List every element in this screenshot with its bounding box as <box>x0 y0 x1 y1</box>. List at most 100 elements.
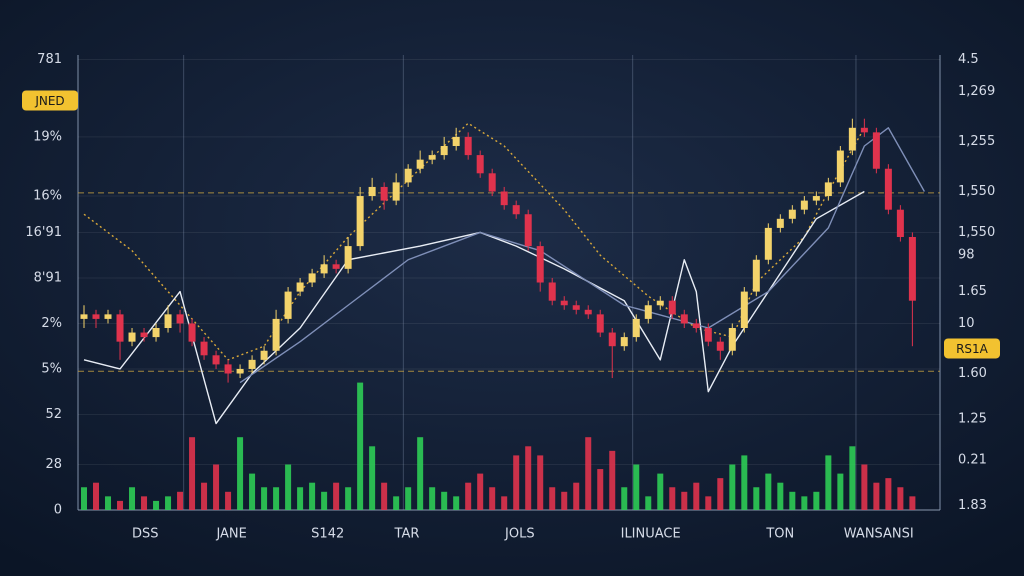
candle-body <box>728 328 736 351</box>
candle-body <box>116 314 124 342</box>
candle-body <box>692 323 700 328</box>
volume-bar <box>201 482 208 510</box>
volume-bar <box>189 437 196 510</box>
candle-body <box>392 182 400 201</box>
candle-body <box>716 341 724 351</box>
y2-tick-label: 1,550 <box>958 184 995 199</box>
volume-bar <box>441 491 448 510</box>
volume-bar <box>825 455 832 510</box>
candle-body <box>512 205 520 215</box>
y2-tick-label: 4.5 <box>958 52 979 67</box>
volume-bar <box>213 464 220 510</box>
candle-body <box>92 314 100 319</box>
candle-body <box>908 237 916 301</box>
volume-bar <box>381 482 388 510</box>
candle-body <box>416 159 424 169</box>
volume-bar <box>633 464 640 510</box>
volume-bar <box>777 482 784 510</box>
x-tick-label: DSS <box>132 527 159 542</box>
candle-body <box>500 191 508 206</box>
candle-body <box>536 246 544 283</box>
candle-body <box>200 341 208 356</box>
volume-bar <box>657 473 664 510</box>
y-tick-label: 781 <box>37 52 62 67</box>
candle-body <box>212 355 220 365</box>
y-tick-label: 28 <box>45 457 62 472</box>
volume-bar <box>225 491 232 510</box>
y2-tick-label: 10 <box>958 316 975 331</box>
volume-bar <box>741 455 748 510</box>
candle-body <box>800 200 808 210</box>
candle-body <box>428 155 436 160</box>
volume-bar <box>765 473 772 510</box>
volume-bar <box>645 496 652 510</box>
candle-body <box>188 323 196 342</box>
y2-tick-label: 1,255 <box>958 134 995 149</box>
price-tag <box>944 338 1000 359</box>
volume-bar <box>789 491 796 510</box>
y2-tick-label: 0.21 <box>958 452 987 467</box>
y2-tick-label: 1,550 <box>958 225 995 240</box>
y2-tick-label: 1.25 <box>958 412 987 427</box>
volume-bar <box>621 487 628 510</box>
volume-bar <box>909 496 916 510</box>
volume-bar <box>429 487 436 510</box>
volume-bar <box>465 482 472 510</box>
volume-bar <box>369 446 376 510</box>
candle-body <box>332 264 340 269</box>
candle-body <box>380 186 388 201</box>
volume-bar <box>729 464 736 510</box>
candle-body <box>560 300 568 306</box>
candle-body <box>260 350 268 360</box>
y2-tick-label: 1.60 <box>958 366 987 381</box>
candle-body <box>452 136 460 146</box>
x-tick-label: JANE <box>215 527 246 542</box>
candle-body <box>296 282 304 292</box>
volume-bar <box>669 487 676 510</box>
candle-body <box>284 291 292 319</box>
candle-body <box>740 291 748 328</box>
volume-bar <box>501 496 508 510</box>
volume-bar <box>513 455 520 510</box>
volume-bar <box>417 437 424 510</box>
volume-bar <box>705 496 712 510</box>
candle-body <box>584 309 592 315</box>
volume-bar <box>345 487 352 510</box>
volume-bar <box>297 487 304 510</box>
candle-body <box>176 314 184 324</box>
candle-body <box>464 136 472 156</box>
y2-tick-label: 1.65 <box>958 284 987 299</box>
volume-bar <box>321 491 328 510</box>
candle-body <box>644 305 652 319</box>
candle-body <box>476 155 484 174</box>
candle-body <box>824 182 832 197</box>
volume-bar <box>153 500 160 510</box>
volume-bar <box>885 478 892 510</box>
y-tick-label: 0 <box>54 503 62 518</box>
candle-body <box>884 168 892 210</box>
volume-bar <box>117 500 124 510</box>
volume-bar <box>609 450 616 510</box>
candle-body <box>764 227 772 260</box>
volume-bar <box>237 437 244 510</box>
x-tick-label: S142 <box>311 527 344 542</box>
candle-body <box>524 214 532 247</box>
candle-body <box>752 259 760 292</box>
volume-bar <box>285 464 292 510</box>
y-tick-label: 8'91 <box>34 270 62 285</box>
volume-bar <box>549 487 556 510</box>
volume-bar <box>525 446 532 510</box>
volume-bar <box>573 482 580 510</box>
volume-bar <box>489 487 496 510</box>
candle-body <box>704 328 712 342</box>
volume-bar <box>693 482 700 510</box>
candle-body <box>440 146 448 156</box>
x-tick-label: TON <box>765 527 794 542</box>
volume-bar <box>717 478 724 510</box>
price-tag <box>22 90 78 111</box>
volume-bar <box>141 496 148 510</box>
candle-body <box>140 332 148 338</box>
candle-body <box>488 173 496 192</box>
candle-body <box>836 150 844 183</box>
